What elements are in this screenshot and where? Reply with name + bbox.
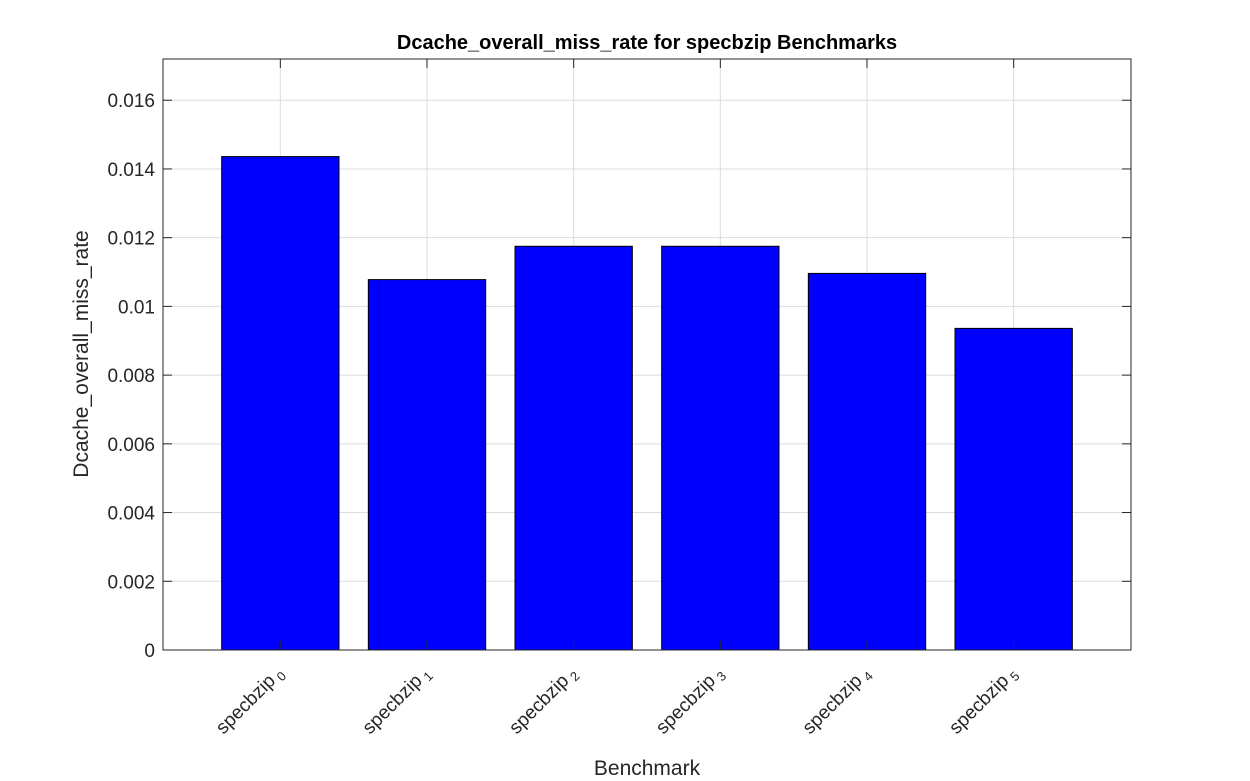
- x-tick-label-base: specbzip: [652, 671, 720, 739]
- chart-title: Dcache_overall_miss_rate for specbzip Be…: [397, 32, 897, 54]
- y-tick-label: 0.008: [107, 366, 155, 387]
- y-tick-label: 0.006: [107, 435, 155, 456]
- x-tick-label-base: specbzip: [359, 671, 427, 739]
- x-tick-label: specbzip0: [212, 663, 289, 740]
- bar-specbzip-2: [514, 245, 633, 651]
- x-tick-labels: specbzip0 specbzip1 specbzip2 specbzip3 spec…: [212, 663, 1023, 740]
- x-tick-label-base: specbzip: [505, 671, 573, 739]
- axes-frame: [162, 58, 1132, 651]
- bar-specbzip-1: [367, 279, 487, 651]
- bar-specbzip-3: [661, 245, 780, 651]
- y-axis-label: Dcache_overall_miss_rate: [70, 230, 93, 477]
- x-tick-label: specbzip3: [652, 663, 729, 740]
- y-tick-label: 0.002: [107, 572, 155, 593]
- bar-specbzip-0: [221, 156, 340, 651]
- bars: [221, 156, 1073, 651]
- y-tick-label: 0.012: [107, 229, 155, 250]
- y-tick-label: 0.01: [118, 297, 155, 318]
- y-tick-label: 0.016: [107, 91, 155, 112]
- x-tick-label: specbzip5: [945, 663, 1022, 740]
- x-tick-label-base: specbzip: [799, 671, 867, 739]
- bar-specbzip-5: [954, 327, 1073, 651]
- y-tick-label: 0.004: [107, 504, 155, 525]
- bar-specbzip-4: [807, 272, 927, 651]
- y-tick-label: 0: [144, 641, 155, 662]
- x-tick-label: specbzip2: [505, 663, 582, 740]
- x-tick-label-base: specbzip: [212, 671, 280, 739]
- x-tick-label-base: specbzip: [945, 671, 1013, 739]
- y-tick-label: 0.014: [107, 160, 155, 181]
- x-tick-label: specbzip4: [799, 663, 876, 740]
- x-axis-label: Benchmark: [594, 757, 701, 780]
- tick-marks: [163, 59, 1131, 651]
- x-tick-label: specbzip1: [359, 663, 436, 740]
- y-tick-labels: 0 0.002 0.004 0.006 0.008 0.01 0.012 0.014 0.016: [107, 91, 155, 662]
